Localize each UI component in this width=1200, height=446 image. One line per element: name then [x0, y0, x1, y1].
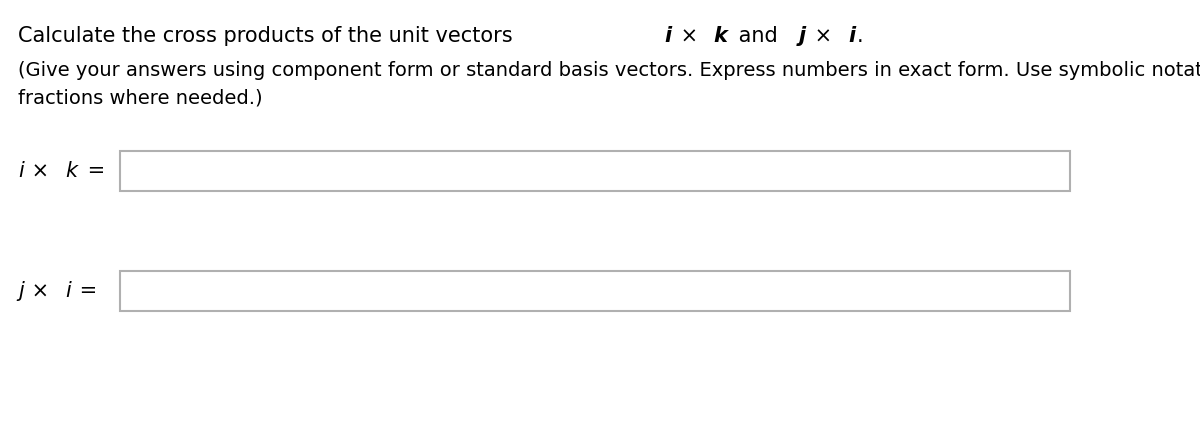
Text: ×: ×	[25, 281, 56, 301]
Text: .: .	[857, 26, 864, 46]
Text: k: k	[65, 161, 77, 181]
Text: Calculate the cross products of the unit vectors: Calculate the cross products of the unit…	[18, 26, 520, 46]
FancyBboxPatch shape	[120, 271, 1070, 311]
FancyBboxPatch shape	[120, 151, 1070, 191]
Text: ×: ×	[674, 26, 704, 46]
Text: j: j	[18, 281, 24, 301]
Text: i: i	[848, 26, 856, 46]
Text: fractions where needed.): fractions where needed.)	[18, 88, 263, 107]
Text: j: j	[799, 26, 806, 46]
Text: i: i	[65, 281, 71, 301]
Text: ×: ×	[809, 26, 839, 46]
Text: ×: ×	[25, 161, 56, 181]
Text: k: k	[714, 26, 727, 46]
Text: (Give your answers using component form or standard basis vectors. Express numbe: (Give your answers using component form …	[18, 61, 1200, 80]
Text: i: i	[665, 26, 672, 46]
Text: =: =	[80, 161, 104, 181]
Text: and: and	[732, 26, 784, 46]
Text: =: =	[72, 281, 97, 301]
Text: i: i	[18, 161, 24, 181]
